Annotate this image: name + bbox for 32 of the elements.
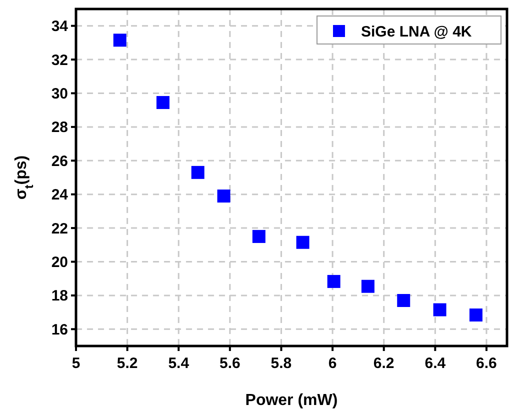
point	[469, 308, 482, 322]
x-tick-label: 5	[72, 355, 80, 372]
y-tick-label: 24	[51, 186, 69, 204]
y-tick-label: 34	[51, 18, 69, 36]
point	[361, 280, 374, 293]
point	[156, 96, 170, 110]
point	[191, 166, 204, 179]
y-tick-label: 26	[51, 152, 68, 170]
y-tick-label: 30	[51, 86, 68, 102]
y-tick-label: 28	[51, 119, 68, 136]
legend-label: SiGe LNA @ 4K	[361, 23, 472, 40]
x-tick-label: 5.6	[220, 355, 240, 372]
x-tick-label: 5.2	[116, 355, 138, 372]
y-tick-label: 22	[51, 220, 68, 238]
point	[397, 294, 410, 308]
x-tick-label: 6.4	[424, 355, 446, 372]
x-tick-label: 6.2	[373, 355, 394, 372]
x-axis-title: Power (mW)	[245, 392, 338, 409]
y-tick-label: 20	[51, 254, 68, 271]
y-tick-label: 32	[51, 52, 68, 69]
x-tick-label: 5.8	[270, 355, 292, 372]
y-tick-label: 16	[51, 321, 68, 338]
x-tick-label: 6.6	[476, 355, 497, 372]
point	[327, 274, 340, 288]
x-tick-label: 6	[328, 355, 337, 372]
point	[113, 34, 126, 47]
point	[252, 230, 266, 243]
point	[433, 303, 446, 316]
point	[296, 236, 310, 249]
point	[217, 190, 230, 203]
y-tick-label: 18	[51, 288, 68, 305]
x-tick-label: 5.4	[168, 355, 190, 372]
